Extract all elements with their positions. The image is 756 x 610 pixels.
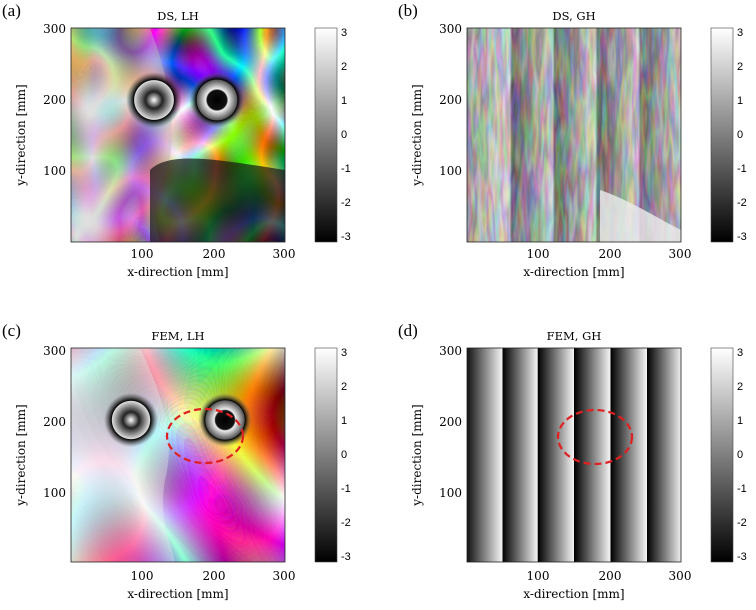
- y-tick-label: 100: [439, 486, 462, 500]
- x-tick-label: 200: [599, 247, 622, 261]
- colorbar-gradient: [710, 27, 734, 243]
- x-tick-label: 200: [203, 569, 226, 583]
- x-tick-label: 300: [273, 247, 296, 261]
- x-tick-label: 300: [669, 247, 692, 261]
- panel-label: (b): [398, 1, 418, 20]
- colorbar-tick-label: 2: [341, 381, 347, 393]
- colorbar-tick-label: -3: [737, 551, 747, 563]
- plot-frame: [70, 27, 286, 243]
- y-tick-label: 300: [43, 344, 66, 358]
- colorbar: 3 2 1 0 -1 -2 -3: [710, 27, 747, 243]
- colorbar: 3 2 1 0 -1 -2 -3: [314, 27, 351, 243]
- panel-b: (b) DS, GH 100 200 300 y-direction [mm] …: [398, 1, 747, 279]
- x-tick-label: 100: [131, 569, 154, 583]
- plot-title: DS, GH: [552, 9, 595, 23]
- y-tick-label: 300: [439, 22, 462, 36]
- y-axis-label: y-direction [mm]: [14, 404, 28, 506]
- x-tick-label: 300: [273, 569, 296, 583]
- colorbar-tick-label: 3: [341, 27, 347, 39]
- y-tick-label: 300: [43, 22, 66, 36]
- x-axis: 100 200 300 x-direction [mm]: [127, 247, 295, 279]
- y-axis-label: y-direction [mm]: [410, 84, 424, 186]
- panel-label: (d): [398, 321, 418, 340]
- y-tick-label: 200: [43, 93, 66, 107]
- colorbar-tick-label: -3: [737, 231, 747, 243]
- y-tick-label: 200: [439, 93, 462, 107]
- colorbar-tick-label: 0: [737, 129, 743, 141]
- highlight-ellipse: [556, 408, 634, 466]
- x-tick-label: 200: [599, 569, 622, 583]
- y-axis: 100 200 300 y-direction [mm]: [14, 344, 66, 507]
- panel-d: (d) FEM, GH 100 200 300 y-direction [mm]…: [398, 321, 747, 601]
- colorbar-tick-label: 3: [737, 347, 743, 359]
- x-axis-label: x-direction [mm]: [127, 265, 228, 279]
- x-axis: 100 200 300 x-direction [mm]: [523, 569, 691, 601]
- y-tick-label: 100: [43, 164, 66, 178]
- panel-label: (a): [2, 1, 21, 20]
- panel-c: (c) FEM, LH 100 200 300 y-direction [mm]…: [2, 321, 351, 601]
- y-axis: 100 200 300 y-direction [mm]: [410, 344, 462, 507]
- y-tick-label: 200: [439, 415, 462, 429]
- panel-label: (c): [2, 321, 21, 340]
- colorbar-tick-label: -1: [341, 483, 351, 495]
- x-tick-label: 200: [203, 247, 226, 261]
- colorbar-tick-label: 2: [737, 381, 743, 393]
- colorbar-tick-label: -3: [341, 231, 351, 243]
- x-tick-label: 100: [131, 247, 154, 261]
- y-axis: 100 200 300 y-direction [mm]: [410, 22, 462, 187]
- y-tick-label: 100: [439, 164, 462, 178]
- colorbar-tick-label: -3: [341, 551, 351, 563]
- colorbar: 3 2 1 0 -1 -2 -3: [314, 347, 351, 563]
- colorbar-tick-label: 3: [737, 27, 743, 39]
- colorbar: 3 2 1 0 -1 -2 -3: [710, 347, 747, 563]
- colorbar-tick-label: 1: [737, 95, 743, 107]
- heatmap-image: [467, 348, 681, 562]
- colorbar-tick-label: 1: [341, 415, 347, 427]
- colorbar-tick-label: 0: [341, 449, 347, 461]
- y-axis: 100 200 300 y-direction [mm]: [14, 22, 66, 187]
- x-axis: 100 200 300 x-direction [mm]: [127, 569, 295, 601]
- colorbar-tick-label: -2: [737, 197, 747, 209]
- y-tick-label: 300: [439, 344, 462, 358]
- x-axis: 100 200 300 x-direction [mm]: [523, 247, 691, 279]
- x-tick-label: 100: [527, 569, 550, 583]
- colorbar-tick-label: -1: [341, 163, 351, 175]
- x-tick-label: 100: [527, 247, 550, 261]
- plot-title: FEM, LH: [151, 329, 204, 343]
- colorbar-tick-label: 3: [341, 347, 347, 359]
- colorbar-tick-label: 2: [737, 61, 743, 73]
- colorbar-tick-label: 1: [737, 415, 743, 427]
- y-tick-label: 100: [43, 486, 66, 500]
- x-axis-label: x-direction [mm]: [127, 587, 228, 601]
- colorbar-tick-label: 2: [341, 61, 347, 73]
- heatmap-image: [467, 28, 681, 242]
- y-axis-label: y-direction [mm]: [410, 404, 424, 506]
- plot-title: FEM, GH: [547, 329, 602, 343]
- colorbar-tick-label: 0: [341, 129, 347, 141]
- heatmap-image: [71, 28, 285, 242]
- colorbar-gradient: [314, 27, 338, 243]
- x-axis-label: x-direction [mm]: [523, 265, 624, 279]
- plot-frame: [466, 347, 682, 563]
- colorbar-gradient: [710, 347, 734, 563]
- colorbar-tick-label: -2: [341, 517, 351, 529]
- y-tick-label: 200: [43, 415, 66, 429]
- colorbar-tick-label: 1: [341, 95, 347, 107]
- x-axis-label: x-direction [mm]: [523, 587, 624, 601]
- colorbar-tick-label: 0: [737, 449, 743, 461]
- plot-frame: [70, 347, 286, 563]
- plot-title: DS, LH: [157, 9, 199, 23]
- plot-frame: [466, 27, 682, 243]
- y-axis-label: y-direction [mm]: [14, 84, 28, 186]
- x-tick-label: 300: [669, 569, 692, 583]
- colorbar-gradient: [314, 347, 338, 563]
- colorbar-tick-label: -1: [737, 163, 747, 175]
- colorbar-tick-label: -2: [341, 197, 351, 209]
- highlight-ellipse: [165, 407, 245, 465]
- colorbar-tick-label: -1: [737, 483, 747, 495]
- panel-a: (a) DS, LH 100 200 300 y-direction [mm] …: [2, 1, 351, 279]
- colorbar-tick-label: -2: [737, 517, 747, 529]
